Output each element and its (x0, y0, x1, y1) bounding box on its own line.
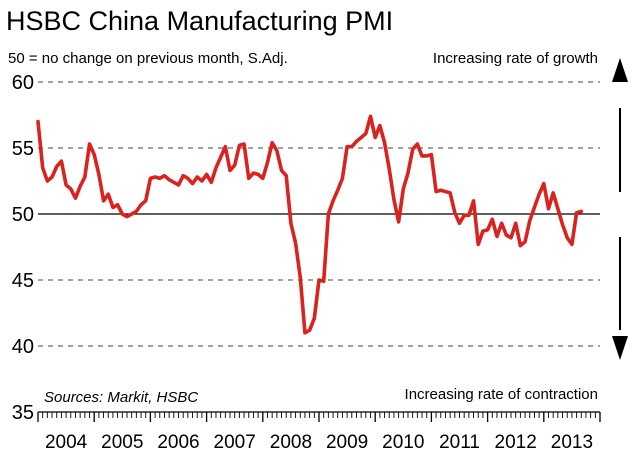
y-tick-label: 35 (12, 402, 34, 424)
x-tick-label: 2009 (326, 432, 368, 453)
y-tick-label: 50 (12, 204, 34, 226)
x-tick-label: 2006 (157, 432, 199, 453)
y-tick-label: 40 (12, 336, 34, 358)
chart-source: Sources: Markit, HSBC (44, 389, 198, 406)
contraction-arrow-icon (612, 237, 628, 360)
series-line-pmi (36, 114, 584, 335)
x-tick-label: 2012 (495, 432, 537, 453)
chart-subtitle: 50 = no change on previous month, S.Adj. (8, 50, 288, 67)
y-tick-label: 55 (12, 138, 34, 160)
growth-arrow-icon (612, 58, 628, 192)
y-tick-label: 60 (12, 72, 34, 94)
note-growth: Increasing rate of growth (433, 50, 598, 67)
x-tick-label: 2007 (214, 432, 256, 453)
x-tick-labels: 2004 2005 2006 2007 2008 2009 2010 2011 2012 2013 (45, 432, 593, 453)
x-tick-label: 2004 (45, 432, 88, 453)
x-tick-label: 2005 (101, 432, 143, 453)
note-contraction: Increasing rate of contraction (405, 386, 598, 403)
y-tick-label: 45 (12, 270, 34, 292)
x-tick-label: 2013 (551, 432, 593, 453)
y-tick-labels: 35 40 45 50 55 60 (12, 72, 34, 424)
chart-title: HSBC China Manufacturing PMI (6, 6, 393, 36)
x-tick-label: 2011 (439, 432, 480, 453)
x-axis (37, 411, 601, 422)
x-tick-label: 2010 (382, 432, 424, 453)
x-tick-label: 2008 (270, 432, 312, 453)
